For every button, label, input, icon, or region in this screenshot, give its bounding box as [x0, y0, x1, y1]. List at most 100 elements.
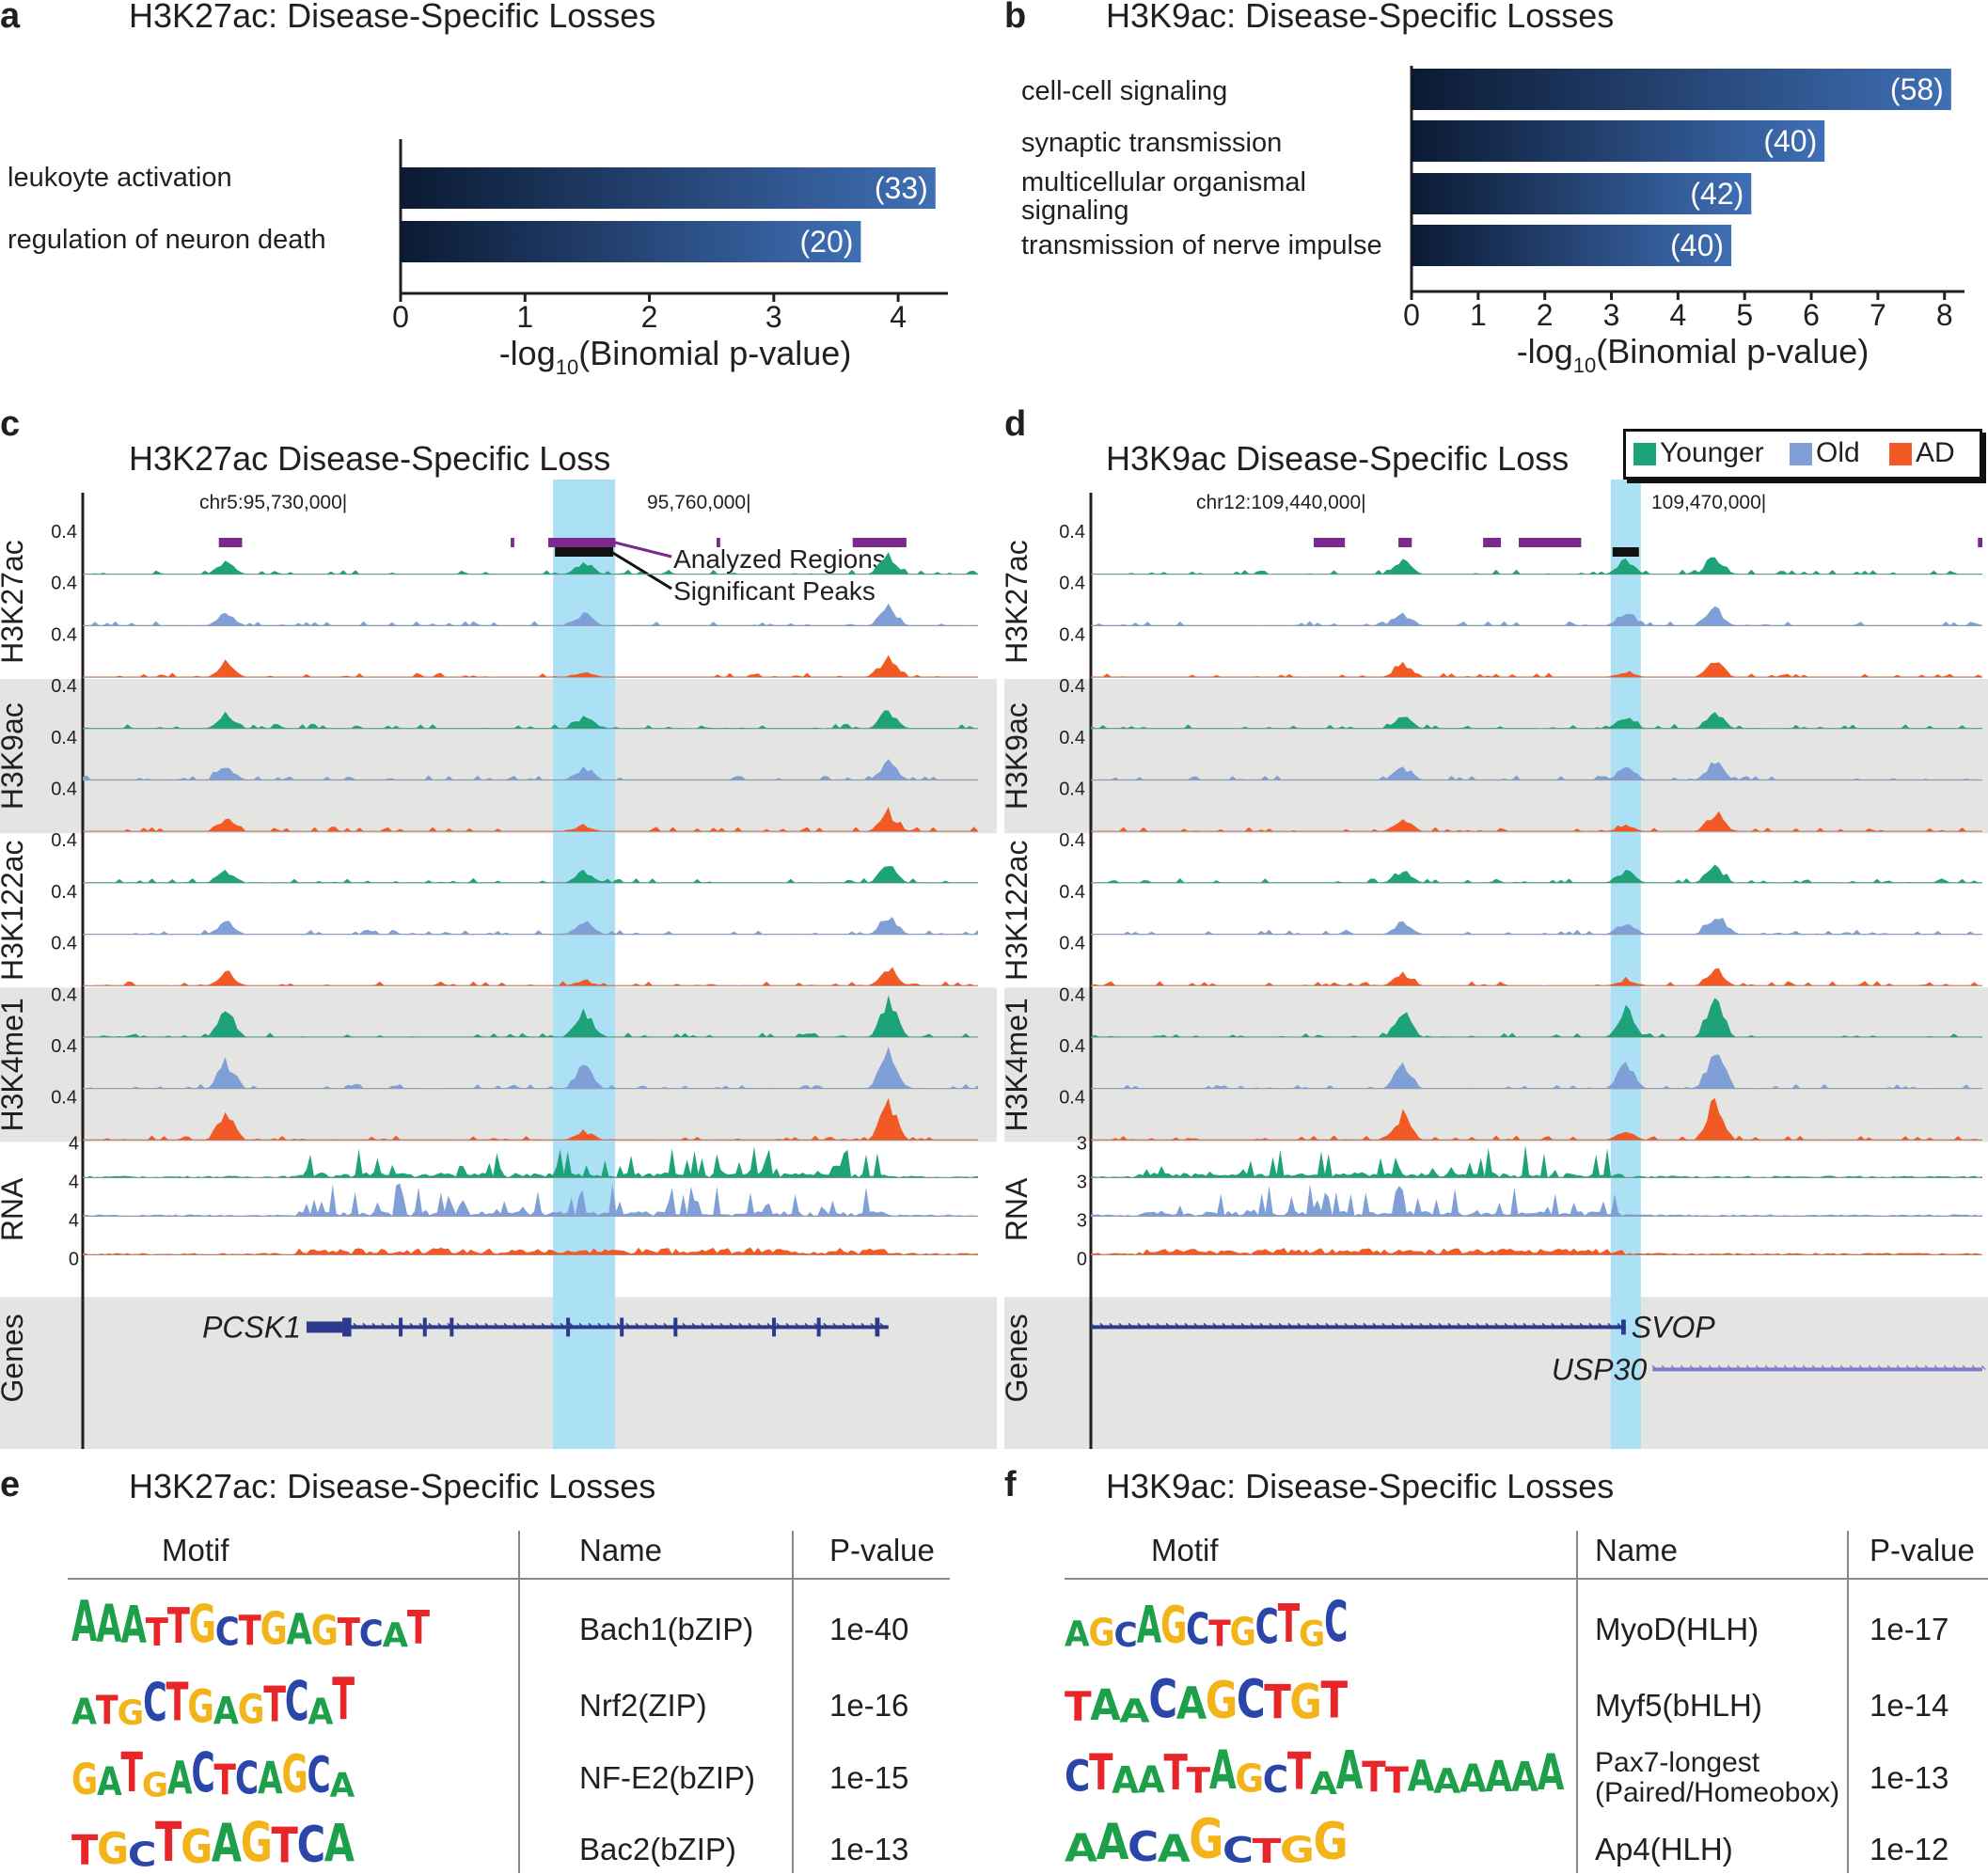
- gene-strand-mark: [719, 1322, 725, 1328]
- gene-strand-mark: [607, 1322, 612, 1328]
- motif-letter: C: [1324, 1589, 1348, 1655]
- motif-letter: C: [1186, 1604, 1209, 1655]
- scale-label: 3: [1077, 1210, 1087, 1231]
- bar-count-label: (40): [1670, 228, 1724, 262]
- gene-strand-mark: [654, 1322, 659, 1328]
- motif-letter: C: [234, 1752, 259, 1804]
- motif-letter: G: [260, 1603, 288, 1655]
- signal-track: [1091, 864, 1982, 883]
- gene-strand-mark: [522, 1322, 528, 1328]
- legend: Younger Old AD: [1623, 429, 1982, 480]
- motif-letter: A: [1407, 1751, 1435, 1802]
- gene-strand-mark: [513, 1322, 518, 1328]
- gene-strand-mark: [1278, 1322, 1284, 1328]
- gene-strand-mark: [484, 1322, 490, 1328]
- scale-label: 0.4: [51, 882, 77, 903]
- gene-strand-mark: [1287, 1322, 1293, 1328]
- gene-strand-mark: [625, 1322, 631, 1328]
- gene-strand-mark: [390, 1322, 396, 1328]
- signal-track: [83, 1097, 978, 1141]
- track-group-label: H3K27ac: [1004, 540, 1033, 664]
- signal-track: [83, 654, 978, 678]
- motif-letter: A: [1459, 1756, 1487, 1802]
- motif-letter: A: [1136, 1596, 1162, 1655]
- motif-letter: A: [286, 1604, 312, 1655]
- x-tick-label: 4: [890, 300, 907, 334]
- signal-track: [83, 1047, 978, 1089]
- track-group-label: H3K4me1: [0, 998, 29, 1131]
- gene-strand-mark: [1504, 1322, 1509, 1328]
- motif-letter: T: [1065, 1683, 1092, 1730]
- motif-letter: T: [332, 1664, 355, 1733]
- column-header-name: Name: [579, 1533, 663, 1567]
- motif-letter: C: [214, 1609, 240, 1655]
- column-divider: [792, 1531, 794, 1873]
- gene-strand-mark: [729, 1322, 734, 1328]
- motif-letter: T: [1362, 1753, 1385, 1802]
- x-axis-label: -log10(Binomial p-value): [499, 334, 852, 379]
- motif-letter: T: [166, 1598, 190, 1655]
- motif-letter: A: [1175, 1677, 1207, 1730]
- panel-title-d: H3K9ac Disease-Specific Loss: [1106, 439, 1570, 478]
- motif-letter: T: [1264, 1675, 1291, 1730]
- gene-strand-mark: [1438, 1322, 1444, 1328]
- motif-letter: A: [1310, 1765, 1337, 1803]
- motif-letter: C: [358, 1613, 384, 1655]
- gene-strand-mark: [1698, 1364, 1704, 1370]
- coordinate-label: chr5:95,730,000|: [199, 492, 347, 513]
- gene-strand-mark: [1933, 1364, 1939, 1370]
- x-tick-label: 3: [765, 300, 782, 334]
- motif-letter: T: [337, 1610, 360, 1655]
- analyzed-region: [1978, 538, 1982, 547]
- gene-strand-mark: [353, 1322, 358, 1328]
- scale-label: 4: [69, 1210, 79, 1231]
- signal-track: [1091, 918, 1982, 935]
- gene-strand-mark: [1924, 1364, 1930, 1370]
- gene-strand-mark: [1560, 1322, 1566, 1328]
- gene-strand-mark: [1755, 1364, 1760, 1370]
- gene-strand-mark: [409, 1322, 415, 1328]
- motif-letter: G: [188, 1594, 216, 1655]
- coordinate-label: chr12:109,440,000|: [1196, 492, 1366, 513]
- motif-name: Bach1(bZIP): [579, 1612, 754, 1646]
- gene-strand-mark: [644, 1322, 650, 1328]
- gene-strand-mark: [766, 1322, 772, 1328]
- gene-strand-mark: [1494, 1322, 1500, 1328]
- gene-strand-mark: [842, 1322, 847, 1328]
- gene-strand-mark: [1297, 1322, 1302, 1328]
- gene-strand-mark: [1475, 1322, 1481, 1328]
- gene-exon: [1621, 1319, 1626, 1335]
- track-group-label: H3K27ac: [0, 540, 29, 664]
- motif-letter: A: [1485, 1752, 1512, 1803]
- motif-name-line2: (Paired/Homeobox): [1595, 1777, 1840, 1808]
- gene-strand-mark: [1708, 1364, 1713, 1370]
- bar: [1412, 69, 1951, 110]
- motif-letter: A: [1511, 1754, 1538, 1802]
- gene-strand-mark: [1886, 1364, 1892, 1370]
- gene-strand-mark: [1306, 1322, 1312, 1328]
- gene-strand-mark: [1457, 1322, 1462, 1328]
- gene-exon: [450, 1317, 454, 1337]
- motif-pvalue: 1e-16: [829, 1688, 909, 1723]
- gene-exon: [816, 1317, 821, 1337]
- gene-strand-mark: [1391, 1322, 1396, 1328]
- panel-title-b: H3K9ac: Disease-Specific Losses: [1106, 0, 1615, 35]
- scale-label: 0.4: [1059, 676, 1085, 697]
- gene-strand-mark: [381, 1322, 387, 1328]
- bar-chart-b-svg: 0 1 2 3 4 5 6 7 8 (58) (40) (42) (40) -log10(Binomial…: [1403, 66, 1964, 377]
- motif-letter: T: [238, 1606, 261, 1655]
- motif-letter: A: [96, 1594, 121, 1655]
- scale-label: 0.4: [1059, 522, 1085, 543]
- gene-strand-mark: [663, 1322, 669, 1328]
- gene-strand-mark: [1156, 1322, 1161, 1328]
- panel-label-e: e: [0, 1465, 21, 1504]
- gene-strand-mark: [362, 1322, 368, 1328]
- motif-letter: G: [1279, 1829, 1315, 1871]
- bar: [1412, 225, 1732, 266]
- motif-name: Pax7-longest: [1595, 1747, 1760, 1778]
- column-header-motif: Motif: [1151, 1533, 1219, 1567]
- gene-exon: [342, 1317, 352, 1337]
- gene-strand-mark: [1689, 1364, 1695, 1370]
- shaded-genes-track: [0, 1297, 997, 1449]
- gene-strand-mark: [1222, 1322, 1227, 1328]
